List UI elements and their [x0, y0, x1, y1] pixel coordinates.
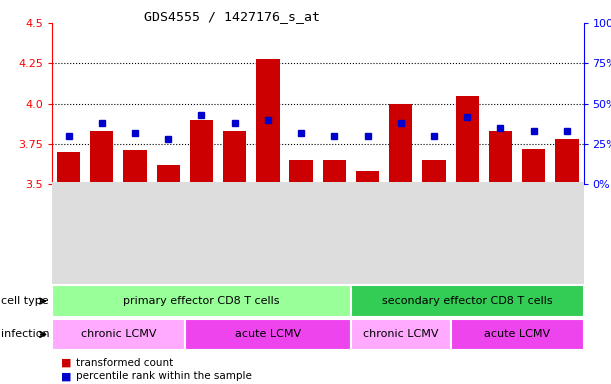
Text: transformed count: transformed count: [76, 358, 174, 368]
Bar: [123, 151, 147, 184]
Text: GDS4555 / 1427176_s_at: GDS4555 / 1427176_s_at: [144, 10, 320, 23]
Text: ■: ■: [61, 371, 71, 381]
Bar: [90, 131, 114, 184]
Bar: [190, 120, 213, 184]
Text: acute LCMV: acute LCMV: [484, 329, 550, 339]
Text: chronic LCMV: chronic LCMV: [363, 329, 439, 339]
Text: ■: ■: [61, 358, 71, 368]
Bar: [223, 131, 246, 184]
Text: percentile rank within the sample: percentile rank within the sample: [76, 371, 252, 381]
Text: secondary effector CD8 T cells: secondary effector CD8 T cells: [382, 296, 552, 306]
Bar: [422, 160, 445, 184]
Bar: [456, 96, 479, 184]
Bar: [555, 139, 579, 184]
Text: cell type: cell type: [1, 296, 49, 306]
Bar: [156, 165, 180, 184]
Bar: [323, 160, 346, 184]
Text: acute LCMV: acute LCMV: [235, 329, 301, 339]
Text: chronic LCMV: chronic LCMV: [81, 329, 156, 339]
Bar: [489, 131, 512, 184]
Text: infection: infection: [1, 329, 50, 339]
Bar: [256, 58, 279, 184]
Bar: [356, 171, 379, 184]
Text: primary effector CD8 T cells: primary effector CD8 T cells: [123, 296, 280, 306]
Bar: [290, 160, 313, 184]
Bar: [389, 104, 412, 184]
Bar: [522, 149, 545, 184]
Bar: [57, 152, 80, 184]
